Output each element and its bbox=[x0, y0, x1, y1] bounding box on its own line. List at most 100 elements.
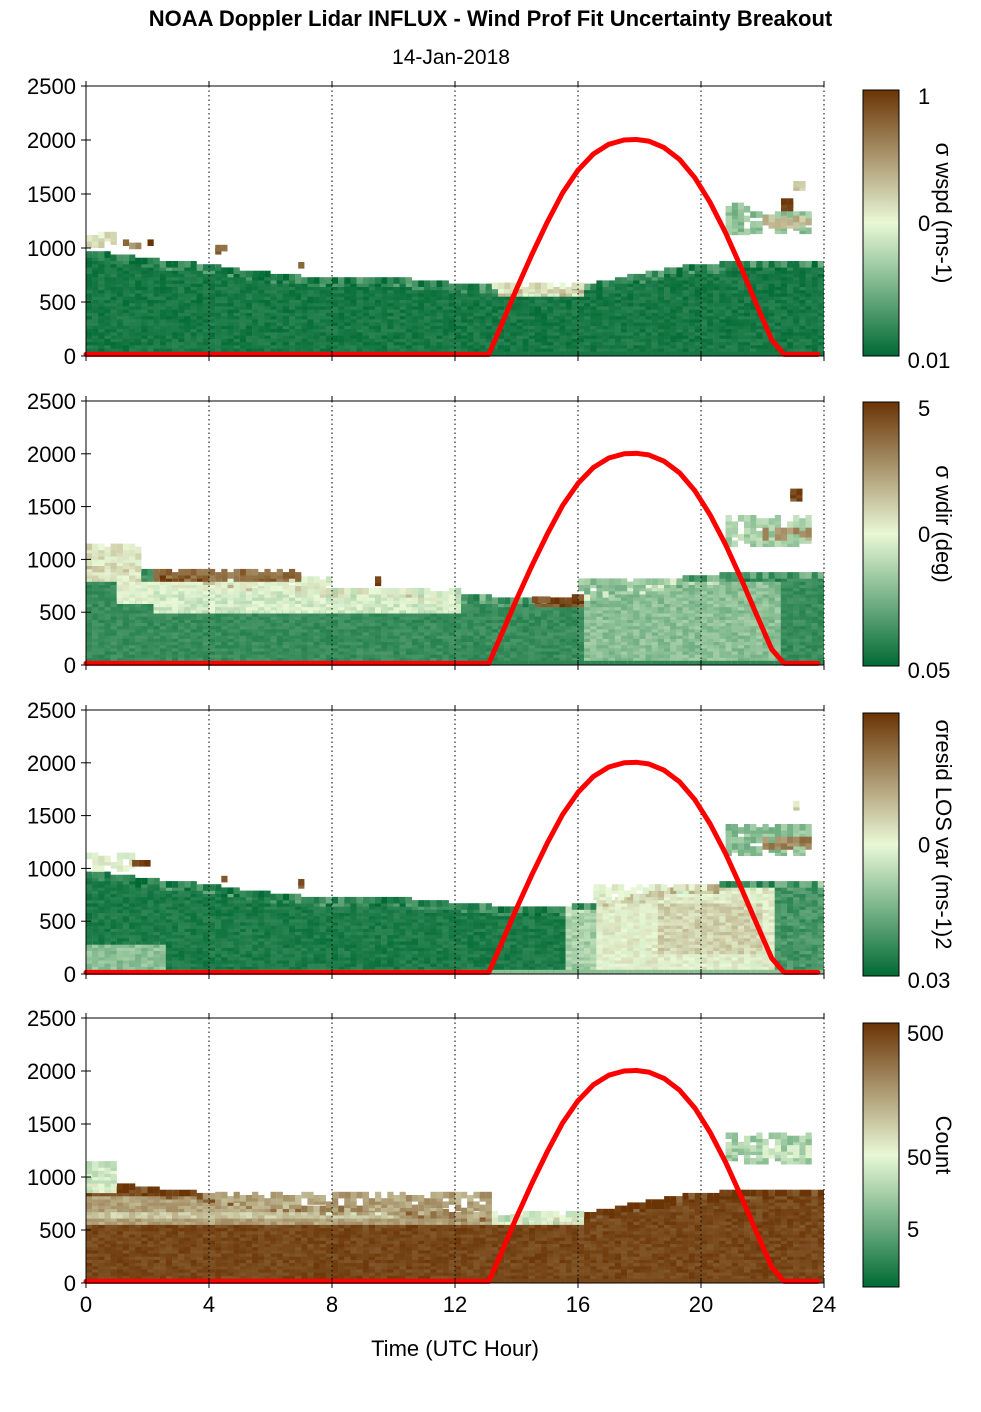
heatmap-cell bbox=[744, 309, 751, 317]
heatmap-cell bbox=[510, 351, 517, 356]
heatmap-cell bbox=[405, 587, 412, 595]
heatmap-cell bbox=[282, 309, 289, 317]
heatmap-cell bbox=[227, 309, 234, 317]
heatmap-cell bbox=[233, 303, 240, 310]
heatmap-cell bbox=[215, 264, 222, 271]
heatmap-cell bbox=[768, 261, 775, 268]
heatmap-cell bbox=[651, 351, 658, 356]
heatmap-cell bbox=[276, 309, 283, 317]
heatmap-cell bbox=[362, 303, 369, 310]
heatmap-cell bbox=[670, 309, 677, 317]
heatmap-cell bbox=[479, 303, 486, 310]
heatmap-cell bbox=[596, 309, 603, 317]
heatmap-cell bbox=[430, 591, 437, 598]
heatmap-cell bbox=[289, 273, 296, 281]
heatmap-cell bbox=[793, 215, 800, 223]
heatmap-cell bbox=[387, 277, 394, 284]
heatmap-cell bbox=[688, 303, 695, 310]
heatmap-cell bbox=[270, 303, 277, 310]
heatmap-cell bbox=[805, 227, 812, 235]
heatmap-cell bbox=[707, 309, 714, 317]
heatmap-cell bbox=[621, 277, 628, 284]
heatmap-cell bbox=[774, 218, 781, 226]
heatmap-cell bbox=[762, 303, 769, 310]
heatmap-cell bbox=[153, 568, 160, 576]
y-tick-label: 500 bbox=[39, 290, 76, 315]
heatmap-cell bbox=[565, 303, 572, 310]
heatmap-cell bbox=[590, 351, 597, 356]
heatmap-cell bbox=[602, 280, 609, 287]
heatmap-cell bbox=[387, 309, 394, 317]
heatmap-cell bbox=[596, 280, 603, 287]
heatmap-cell bbox=[811, 261, 818, 268]
heatmap-cell bbox=[621, 351, 628, 356]
heatmap-cell bbox=[245, 270, 253, 278]
heatmap-cell bbox=[719, 303, 726, 310]
heatmap-cell bbox=[602, 303, 609, 310]
heatmap-cell bbox=[756, 221, 763, 228]
heatmap-cell bbox=[282, 303, 289, 310]
heatmap-cell bbox=[381, 587, 388, 595]
heatmap-cell bbox=[165, 261, 173, 268]
heatmap-cell bbox=[750, 303, 757, 310]
heatmap-cell bbox=[522, 351, 529, 356]
heatmap-cell bbox=[737, 351, 745, 356]
heatmap-cell bbox=[516, 286, 523, 294]
heatmap-cell bbox=[245, 309, 253, 317]
heatmap-cell bbox=[534, 309, 542, 317]
heatmap-cell bbox=[793, 181, 800, 188]
heatmap-cell bbox=[411, 280, 419, 287]
heatmap-cell bbox=[725, 309, 732, 317]
heatmap-cell bbox=[270, 584, 277, 592]
heatmap-cell bbox=[633, 351, 640, 356]
heatmap-cell bbox=[165, 303, 173, 310]
heatmap-cell bbox=[307, 587, 314, 595]
y-tick-label: 1500 bbox=[27, 182, 76, 207]
heatmap-cell bbox=[473, 283, 480, 291]
heatmap-cell bbox=[368, 587, 376, 595]
heatmap-cell bbox=[787, 198, 794, 205]
heatmap-cell bbox=[129, 254, 136, 262]
heatmap-cell bbox=[737, 303, 745, 310]
heatmap-cell bbox=[688, 351, 695, 356]
heatmap-cell bbox=[461, 303, 468, 310]
heatmap-cell bbox=[215, 303, 222, 310]
heatmap-cell bbox=[295, 273, 302, 281]
heatmap-cell bbox=[461, 283, 468, 291]
heatmap-cell bbox=[325, 277, 333, 284]
colorbar-tick-label: 0 bbox=[918, 211, 930, 236]
heatmap-cell bbox=[768, 303, 775, 310]
heatmap-cell bbox=[762, 215, 769, 223]
heatmap-cell bbox=[547, 286, 554, 294]
heatmap-cell bbox=[590, 309, 597, 317]
heatmap-cell bbox=[664, 303, 671, 310]
heatmap-cell bbox=[522, 286, 529, 294]
heatmap-cell bbox=[571, 351, 578, 356]
heatmap-cell bbox=[307, 309, 314, 317]
heatmap-cell bbox=[799, 215, 806, 223]
heatmap-cell bbox=[664, 309, 671, 317]
heatmap-cell bbox=[282, 273, 289, 281]
heatmap-cell bbox=[252, 309, 259, 317]
heatmap-cell bbox=[719, 261, 726, 268]
heatmap-cell bbox=[467, 594, 474, 601]
heatmap-cell bbox=[399, 587, 406, 595]
heatmap-cell bbox=[442, 303, 449, 310]
heatmap-cell bbox=[86, 235, 93, 242]
heatmap-cell bbox=[442, 280, 449, 287]
heatmap-cell bbox=[159, 261, 166, 268]
heatmap-cell bbox=[436, 309, 443, 317]
heatmap-cell bbox=[805, 309, 812, 317]
heatmap-cell bbox=[756, 211, 763, 218]
heatmap-cell bbox=[774, 261, 781, 268]
heatmap-cell bbox=[448, 283, 455, 291]
heatmap-cell bbox=[325, 587, 333, 595]
heatmap-cell bbox=[368, 303, 376, 310]
heatmap-cell bbox=[787, 211, 794, 218]
heatmap-cell bbox=[129, 303, 136, 310]
heatmap-cell bbox=[461, 309, 468, 317]
heatmap-cell bbox=[135, 242, 142, 250]
heatmap-cell bbox=[498, 282, 505, 290]
heatmap-cell bbox=[301, 303, 308, 310]
heatmap-cell bbox=[116, 303, 123, 310]
